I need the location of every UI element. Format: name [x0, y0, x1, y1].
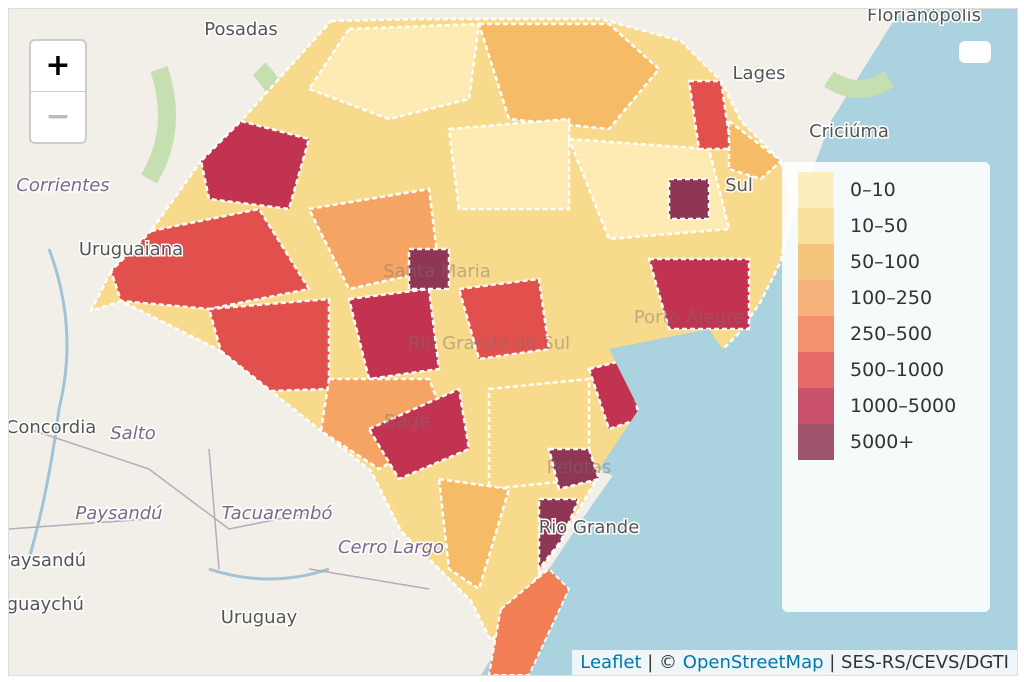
state: [88, 17, 793, 644]
region: [667, 177, 711, 221]
region: [457, 277, 551, 361]
legend-swatch: [798, 316, 834, 352]
legend-label: 1000–5000: [850, 395, 957, 417]
place-label: Bagé: [384, 411, 430, 432]
lagoon: [599, 329, 729, 479]
attribution-text: | SES-RS/CEVS/DGTI: [823, 652, 1009, 673]
legend-label: 5000+: [850, 431, 915, 453]
region: [367, 387, 471, 481]
river: [27, 248, 330, 581]
legend-label: 0–10: [850, 179, 896, 201]
zoom-in[interactable]: +: [45, 48, 71, 83]
zoom-out[interactable]: −: [31, 91, 85, 142]
legend-label: 250–500: [850, 323, 933, 345]
osm-link[interactable]: OpenStreetMap: [682, 652, 824, 673]
region: [199, 119, 311, 211]
zoom-control: + −: [29, 39, 87, 144]
attribution: Leaflet | © OpenStreetMap | SES-RS/CEVS/…: [572, 650, 1017, 675]
legend-label: 500–1000: [850, 359, 945, 381]
legend-swatch: [798, 352, 834, 388]
legend-swatch: [798, 208, 834, 244]
region: [647, 257, 751, 331]
border: [9, 428, 430, 590]
region: [437, 477, 511, 591]
place-label: Santa Maria: [383, 261, 491, 282]
region: [537, 497, 581, 573]
legend-swatch: [798, 244, 834, 280]
place-label: Gualeguaychú: [9, 594, 84, 615]
region: [727, 118, 783, 181]
place-label: Paysandú: [9, 550, 86, 571]
region: [547, 447, 601, 491]
legend-swatch: [798, 172, 834, 208]
country-label: Uruguay: [221, 607, 298, 628]
place-label: Rio Grande: [539, 517, 640, 538]
place-label: Pelotas: [547, 457, 612, 478]
place-label: Uruguaiana: [79, 239, 183, 260]
place-label: Cerro Largo: [338, 537, 444, 558]
place-label: Corrientes: [16, 175, 109, 196]
legend-swatch: [798, 388, 834, 424]
place-label: Salto: [110, 423, 156, 444]
region: [477, 22, 661, 131]
place-label: Porto Alegre: [634, 307, 744, 328]
region: [447, 117, 571, 211]
region: [307, 22, 481, 121]
place-label: Posadas: [204, 19, 277, 40]
leaflet-link[interactable]: Leaflet: [580, 652, 642, 673]
legend-label: 10–50: [850, 215, 908, 237]
place-label: Tacuarembó: [222, 503, 333, 524]
place-label: Paysandú: [75, 503, 162, 524]
layers-control[interactable]: [959, 41, 991, 63]
region: [207, 297, 331, 393]
place-label: Sul: [725, 175, 753, 196]
place-label: Criciúma: [809, 121, 889, 142]
place-label: Lages: [733, 63, 786, 84]
legend-swatch: [798, 424, 834, 460]
region: [487, 567, 571, 675]
region: [347, 287, 441, 381]
legend-label: 100–250: [850, 287, 933, 309]
legend-label: 50–100: [850, 251, 920, 273]
legend: 0–10 10–50 50–100 100–250 250–500 500–1000 100…: [782, 162, 990, 612]
region: [407, 247, 451, 291]
place-label: Rio Grande do Sul: [408, 333, 570, 354]
map[interactable]: Posadas Florianópolis Lages Criciúma Cor…: [8, 8, 1018, 676]
place-label: Florianópolis: [867, 9, 981, 26]
place-label: Concordia: [9, 417, 96, 438]
attribution-text: | ©: [641, 652, 683, 673]
legend-swatch: [798, 280, 834, 316]
